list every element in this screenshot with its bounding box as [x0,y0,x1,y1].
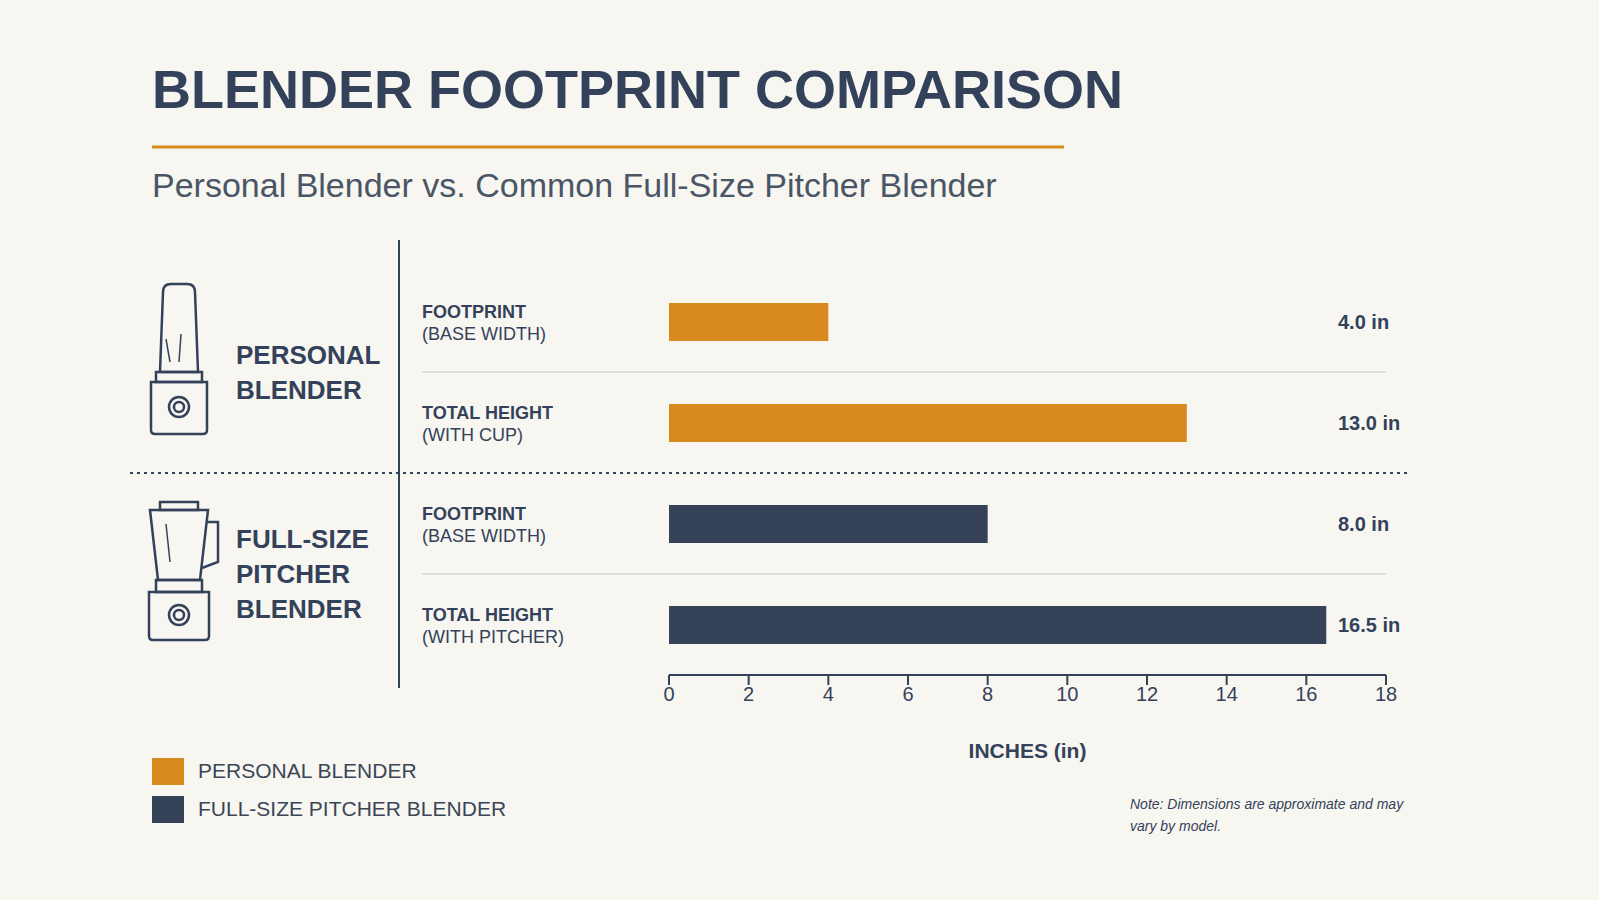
html-text:FULL-SIZE PITCHER BLENDER: FULL-SIZE PITCHER BLENDER [198,797,507,820]
svg-text:0: 0 [663,683,674,705]
svg-text:FULL-SIZEPITCHERBLENDER: FULL-SIZEPITCHERBLENDER [236,524,369,624]
svg-text:4: 4 [823,683,834,705]
svg-text:16: 16 [1295,683,1317,705]
svg-text:6: 6 [902,683,913,705]
svg-text:14: 14 [1216,683,1238,705]
svg-text:12: 12 [1136,683,1158,705]
svg-text:TOTAL HEIGHT(WITH PITCHER): TOTAL HEIGHT(WITH PITCHER) [422,605,564,647]
svg-text:4.0 in: 4.0 in [1338,311,1389,333]
svg-text:8.0 in: 8.0 in [1338,513,1389,535]
svg-text:INCHES (in): INCHES (in) [969,739,1087,762]
html-text:Note: Dimensions are approxima: Note: Dimensions are approximate and may… [1130,796,1404,834]
svg-text:TOTAL HEIGHT(WITH CUP): TOTAL HEIGHT(WITH CUP) [422,403,553,445]
html-text:Personal Blender vs. Common Fu: Personal Blender vs. Common Full-Size Pi… [152,166,997,204]
html-text:BLENDER FOOTPRINT COMPARISON: BLENDER FOOTPRINT COMPARISON [152,59,1123,119]
svg-text:18: 18 [1375,683,1397,705]
svg-text:FOOTPRINT(BASE WIDTH): FOOTPRINT(BASE WIDTH) [422,302,546,344]
svg-text:10: 10 [1056,683,1078,705]
svg-text:2: 2 [743,683,754,705]
svg-text:8: 8 [982,683,993,705]
svg-text:13.0 in: 13.0 in [1338,412,1400,434]
svg-text:16.5 in: 16.5 in [1338,614,1400,636]
html-text:PERSONAL BLENDER: PERSONAL BLENDER [198,759,417,782]
svg-text:FOOTPRINT(BASE WIDTH): FOOTPRINT(BASE WIDTH) [422,504,546,546]
svg-text:PERSONALBLENDER: PERSONALBLENDER [236,340,381,405]
